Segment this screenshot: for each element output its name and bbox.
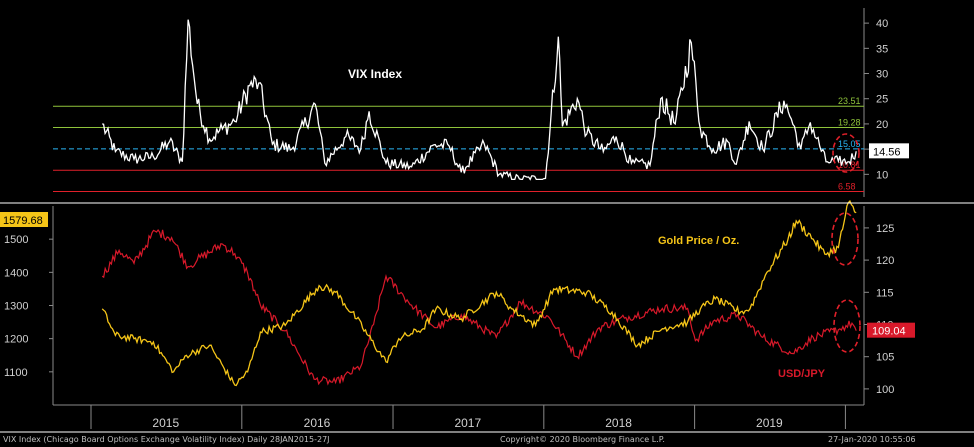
gold-y-tick-label: 1200 bbox=[4, 334, 28, 346]
vix-y-tick-label: 20 bbox=[876, 119, 888, 131]
x-tick-label: 2017 bbox=[454, 416, 481, 430]
vix-last-value-label: 14.56 bbox=[873, 146, 901, 158]
vix-reference-label: 6.58 bbox=[838, 182, 856, 192]
usdjpy-y-tick-label: 100 bbox=[876, 384, 894, 396]
footer-copyright: Copyright© 2020 Bloomberg Finance L.P. bbox=[500, 435, 665, 444]
usdjpy-last-value-label: 109.04 bbox=[872, 326, 906, 338]
chart-footer: VIX Index (Chicago Board Options Exchang… bbox=[0, 435, 974, 447]
gold-last-value-box bbox=[0, 212, 48, 227]
gold-y-tick-label: 1300 bbox=[4, 301, 28, 313]
gold-usdjpy-panel: 1100120013001400150010010511011512012520… bbox=[0, 199, 915, 430]
gold-series-line bbox=[101, 199, 857, 387]
x-tick-label: 2018 bbox=[605, 416, 632, 430]
usdjpy-series-line bbox=[101, 228, 857, 386]
vix-chart-title: VIX Index bbox=[348, 67, 402, 81]
usdjpy-y-tick-label: 125 bbox=[876, 223, 894, 235]
vix-reference-label: 15.05 bbox=[838, 139, 861, 149]
x-tick-label: 2015 bbox=[152, 416, 179, 430]
vix-reference-label: 10.81 bbox=[838, 160, 861, 170]
usdjpy-series-label: USD/JPY bbox=[778, 368, 826, 380]
vix-y-tick-label: 30 bbox=[876, 69, 888, 81]
gold-y-tick-label: 1400 bbox=[4, 267, 28, 279]
x-tick-label: 2019 bbox=[756, 416, 783, 430]
gold-highlight-circle bbox=[831, 212, 859, 266]
gold-y-tick-label: 1100 bbox=[4, 367, 28, 379]
vix-reference-label: 23.51 bbox=[838, 96, 861, 106]
vix-series-line bbox=[102, 19, 857, 181]
vix-highlight-circle bbox=[832, 133, 860, 173]
usdjpy-last-value-box bbox=[867, 322, 915, 338]
vix-panel: 1015202530354023.5119.2815.0510.816.5814… bbox=[53, 8, 909, 197]
gold-last-value-label: 1579.68 bbox=[3, 215, 43, 227]
gold-y-tick-label: 1500 bbox=[4, 234, 28, 246]
x-tick-label: 2016 bbox=[304, 416, 331, 430]
vix-reference-label: 19.28 bbox=[838, 118, 861, 128]
vix-y-tick-label: 35 bbox=[876, 43, 888, 55]
footer-timestamp: 27-Jan-2020 10:55:06 bbox=[828, 435, 916, 444]
usdjpy-y-tick-label: 115 bbox=[876, 287, 894, 299]
vix-y-tick-label: 10 bbox=[876, 169, 888, 181]
usdjpy-y-tick-label: 120 bbox=[876, 255, 894, 267]
usdjpy-highlight-circle bbox=[833, 299, 861, 353]
vix-y-tick-label: 25 bbox=[876, 94, 888, 106]
usdjpy-y-tick-label: 105 bbox=[876, 352, 894, 364]
vix-last-value-box bbox=[869, 143, 909, 159]
gold-series-label: Gold Price / Oz. bbox=[658, 235, 739, 247]
vix-y-tick-label: 40 bbox=[876, 18, 888, 30]
footer-source-info: VIX Index (Chicago Board Options Exchang… bbox=[3, 435, 330, 444]
